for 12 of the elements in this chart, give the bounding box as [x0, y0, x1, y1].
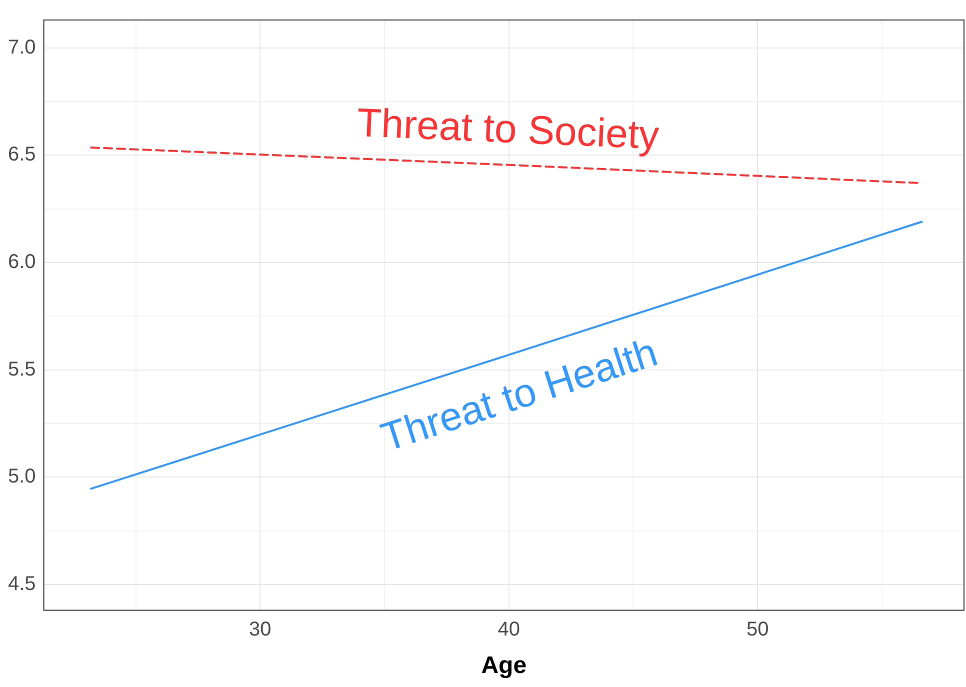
y-tick-label: 4.5: [8, 572, 36, 595]
text: Threat to Health: [376, 330, 663, 460]
y-tick-label: 5.5: [8, 358, 36, 380]
x-axis-title: Age: [481, 652, 527, 680]
y-tick-label: 7.0: [8, 36, 36, 58]
x-tick-label: 30: [249, 618, 272, 641]
y-tick-label: 5.0: [8, 466, 36, 488]
x-tick-label: 40: [498, 618, 520, 641]
x-tick-label: 50: [746, 618, 769, 641]
y-tick-label: 6.0: [8, 251, 36, 274]
y-tick-label: 6.5: [8, 144, 36, 166]
series-label: Threat to Society: [356, 100, 660, 158]
